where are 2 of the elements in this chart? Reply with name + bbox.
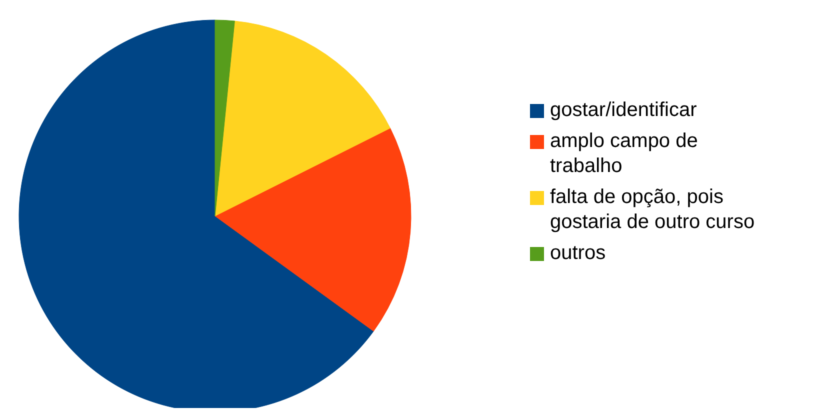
legend-label: outros: [550, 241, 607, 266]
legend-label: gostar/identificar: [550, 98, 698, 123]
